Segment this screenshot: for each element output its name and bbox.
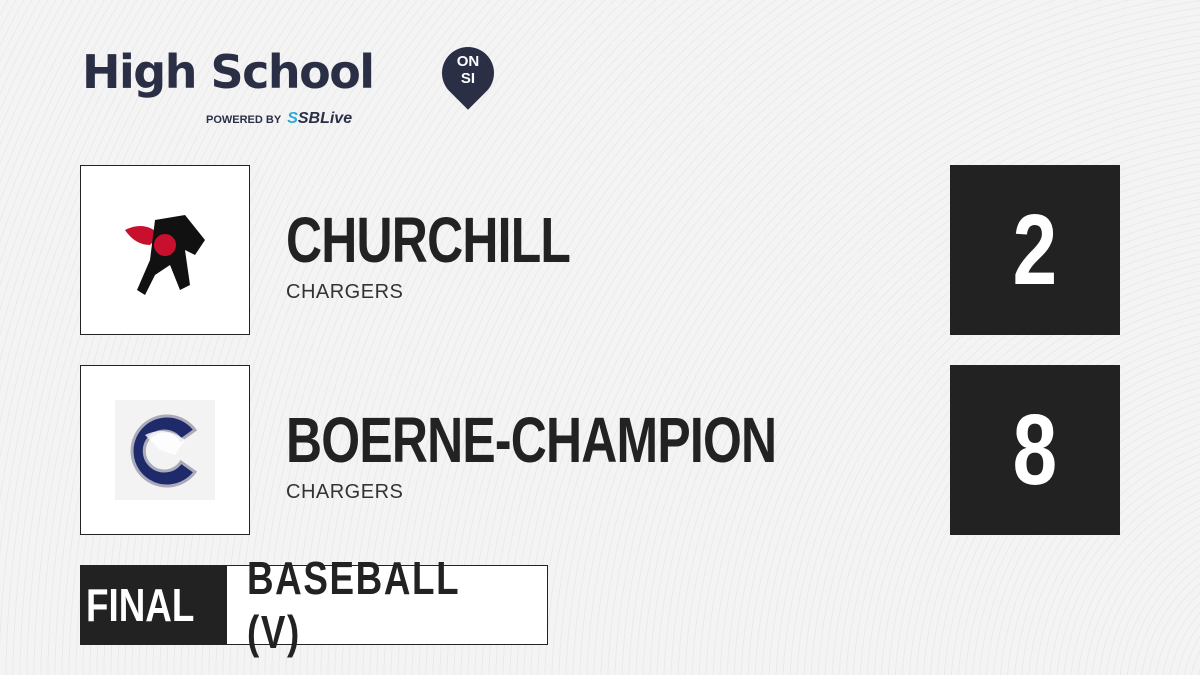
team-logo (80, 165, 250, 335)
team-name: BOERNE-CHAMPION (286, 404, 777, 476)
badge-text: ON SI (456, 53, 480, 87)
team-row-home: CHURCHILL CHARGERS 2 (80, 165, 1120, 335)
team-mascot: CHARGERS (286, 481, 404, 503)
final-status: FINAL (81, 566, 227, 644)
team-name: CHURCHILL (286, 204, 571, 276)
brand-title: High School (82, 45, 375, 99)
game-status-bar: FINAL BASEBALL (V) (80, 552, 548, 658)
team-score: 8 (950, 365, 1120, 535)
team-logo (80, 365, 250, 535)
c-horse-logo-icon (115, 400, 215, 500)
powered-by: POWERED BY SSBLive (206, 110, 353, 127)
team-row-away: BOERNE-CHAMPION CHARGERS 8 (80, 365, 1120, 535)
knight-horse-logo-icon (125, 215, 205, 295)
sport-label: BASEBALL (V) (247, 552, 460, 658)
high-school-on-si-logo: High School ON SI POWERED BY SSBLive (82, 36, 505, 127)
team-mascot: CHARGERS (286, 281, 404, 303)
team-score: 2 (950, 165, 1120, 335)
